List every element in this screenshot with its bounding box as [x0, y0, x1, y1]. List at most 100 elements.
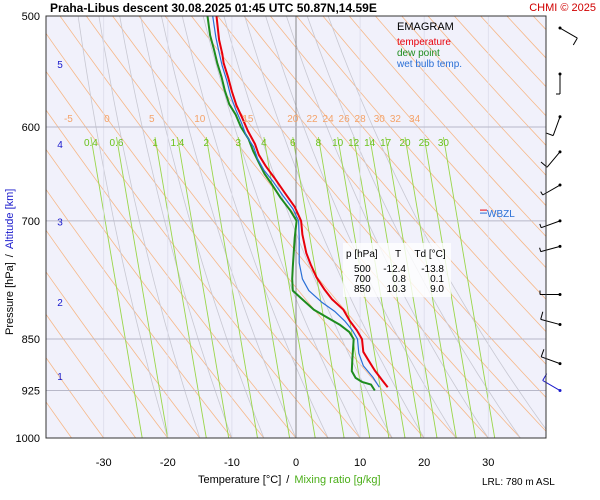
wind-barb-staff: [546, 151, 561, 168]
moist-adiabat-line: [181, 16, 329, 438]
y-axis-label-sep: /: [4, 253, 16, 257]
mixing-ratio-line: [263, 137, 316, 438]
temperature-tick-label: 0: [293, 457, 299, 469]
wind-barb-staff: [552, 116, 561, 136]
wind-barb-staff: [540, 245, 561, 253]
x-axis-label: Temperature [°C] / Mixing ratio [g/kg]: [198, 474, 381, 486]
mixing-ratio-line: [237, 137, 291, 438]
mixing-ratio-line: [442, 137, 496, 438]
table-row-850-t: 10.3: [387, 284, 407, 295]
dry-adiabat-line: [269, 16, 546, 333]
profile-line-wet-bulb-temp: [212, 16, 380, 388]
wind-barb-staff: [541, 220, 561, 229]
legend-item-dew-point: dew point: [397, 48, 440, 59]
moist-adiabat-line: [202, 16, 361, 438]
y-axis-label-altitude: Altitude [km]: [4, 189, 16, 250]
table-header-t: T: [395, 249, 401, 260]
wind-barb-staff: [540, 318, 561, 326]
temperature-tick-label: -30: [96, 457, 112, 469]
altitude-tick-label: 5: [57, 60, 63, 71]
moist-adiabat-line: [140, 16, 265, 438]
wind-barb-base: [558, 115, 562, 119]
dry-adiabat-line: [296, 16, 546, 300]
legend-item-temperature: temperature: [397, 37, 451, 48]
x-axis-label-mixing: Mixing ratio [g/kg]: [294, 474, 380, 486]
footer-lrl: LRL: 780 m ASL: [482, 477, 555, 488]
wind-barb-flag: [545, 132, 554, 137]
table-row-500-t: -12.4: [383, 264, 406, 275]
credit-text: CHMI © 2025: [529, 2, 596, 14]
dry-adiabat-line: [243, 16, 546, 365]
mixing-ratio-label: 4: [261, 138, 267, 149]
wind-barb-staff: [541, 356, 561, 365]
wind-barb-half-flag: [539, 247, 542, 252]
x-axis-label-sep: /: [286, 474, 290, 486]
dry-adiabat-line: [427, 16, 546, 146]
legend-title: EMAGRAM: [397, 21, 454, 33]
mixing-ratio-label: 30: [438, 138, 450, 149]
pressure-tick-label: 925: [22, 386, 40, 398]
wind-barb-half-flag: [540, 191, 544, 196]
wind-barb: [558, 26, 578, 46]
table-row-700-td: 0.1: [430, 274, 444, 285]
dry-adiabat-label: 32: [390, 114, 402, 125]
wind-barb: [545, 115, 562, 137]
dry-adiabat-line: [46, 356, 105, 438]
mixing-ratio-line: [116, 137, 169, 438]
mixing-ratio-label: 1.4: [170, 138, 184, 149]
y-axis-label-pressure: Pressure [hPa]: [4, 262, 16, 335]
mixing-ratio-label: 0.6: [110, 138, 124, 149]
mixing-ratio-line: [154, 137, 207, 438]
mixing-ratio-label: 0.4: [84, 138, 98, 149]
dry-adiabat-label: 28: [355, 114, 367, 125]
wind-barb-base: [558, 292, 562, 296]
dry-adiabat-line: [46, 271, 169, 438]
wbzl-marker: WBZL: [480, 209, 515, 220]
wind-barb-base: [558, 26, 562, 30]
table-header-p: p [hPa]: [346, 249, 378, 260]
dry-adiabat-line: [46, 70, 329, 438]
dry-adiabat-label: 26: [339, 114, 351, 125]
plot-frame: [45, 15, 547, 439]
legend-item-wet-bulb: wet bulb temp.: [396, 59, 462, 70]
moist-adiabat-line: [244, 16, 425, 438]
dry-adiabat-line: [322, 16, 546, 269]
wind-barb: [539, 244, 562, 253]
wind-barb-flag: [572, 37, 578, 46]
pressure-tick-label: 850: [22, 334, 40, 346]
table-header-td: Td [°C]: [414, 249, 445, 260]
values-table: p [hPa] T Td [°C] 500 -12.4 -13.8 700 0.…: [343, 243, 451, 297]
wind-barb: [540, 349, 562, 366]
mixing-ratio-label: 8: [316, 138, 322, 149]
mixing-ratio-label: 25: [419, 138, 431, 149]
wind-barb-half-flag: [539, 223, 542, 228]
dry-adiabat-line: [59, 16, 393, 438]
y-axis-label: Pressure [hPa] / Altitude [km]: [4, 189, 16, 335]
moist-adiabat-line: [77, 16, 169, 438]
data-layer: [206, 16, 389, 392]
wind-barb-flag: [540, 349, 545, 357]
dry-adiabat-label: 22: [306, 114, 318, 125]
dry-adiabat-line: [112, 16, 457, 438]
wind-barb-base: [558, 183, 562, 187]
dry-adiabat-line: [454, 16, 546, 117]
pressure-tick-label: 500: [22, 11, 40, 23]
dry-adiabat-line: [348, 16, 546, 238]
wind-barb: [556, 72, 562, 95]
moist-adiabat-line: [223, 16, 393, 438]
dry-adiabat-label: 5: [149, 114, 155, 125]
mixing-ratio-line: [292, 137, 345, 438]
table-row-700-p: 700: [354, 274, 371, 285]
temperature-tick-label: -10: [224, 457, 240, 469]
dry-adiabat-line: [560, 16, 600, 438]
table-row-500-td: -13.8: [421, 264, 444, 275]
label-layer: -5 0 5 10 15 20 22 24 26 28 30 32 340.4 0.6 1 1.4 2 3 4 6 8 1…: [16, 11, 578, 469]
temperature-tick-label: 20: [418, 457, 430, 469]
dry-adiabat-line: [46, 313, 137, 438]
table-row-850-p: 850: [354, 284, 371, 295]
altitude-tick-label: 3: [57, 218, 63, 229]
dry-adiabat-label: 15: [242, 114, 254, 125]
moist-adiabat-line: [98, 16, 201, 438]
altitude-tick-label: 4: [57, 140, 63, 151]
